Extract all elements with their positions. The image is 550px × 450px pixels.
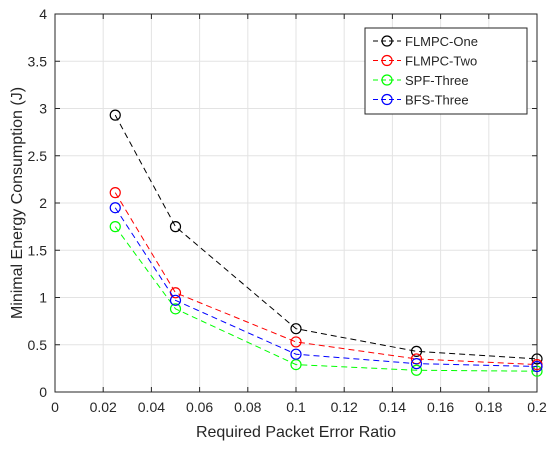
x-tick-label: 0.04 <box>138 399 165 415</box>
data-point <box>169 303 182 315</box>
series-group <box>109 109 543 377</box>
y-tick-label: 2.5 <box>28 148 48 164</box>
data-point <box>169 221 182 233</box>
x-axis-ticks: 0 0.02 0.04 0.06 0.08 0.1 0.12 0.14 0.16 0.18 0.2 <box>51 14 547 415</box>
x-tick-label: 0.06 <box>186 399 213 415</box>
series-bfs-three <box>109 202 543 373</box>
y-tick-label: 3.5 <box>28 53 48 69</box>
y-tick-label: 3 <box>39 101 47 117</box>
legend-label: FLMPC-Two <box>405 54 477 69</box>
data-point <box>169 294 182 306</box>
y-axis-ticks: 0 0.5 1 1.5 2 2.5 3 3.5 4 <box>28 6 537 400</box>
data-point <box>531 360 543 373</box>
legend-item: FLMPC-Two <box>373 54 477 69</box>
x-tick-label: 0.2 <box>527 399 547 415</box>
x-tick-label: 0.18 <box>475 399 502 415</box>
legend: FLMPC-One FLMPC-Two SPF-Three BFS-Three <box>364 27 528 115</box>
data-point <box>410 345 423 357</box>
data-point <box>109 221 121 233</box>
legend-marker <box>381 54 393 67</box>
legend-label: SPF-Three <box>405 73 469 88</box>
y-axis-label: Minimal Energy Consumption (J) <box>9 87 26 319</box>
x-tick-label: 0.14 <box>379 399 406 415</box>
data-point <box>109 202 121 214</box>
y-tick-label: 2 <box>39 195 47 211</box>
data-point <box>531 353 543 365</box>
legend-label: BFS-Three <box>405 93 469 108</box>
data-point <box>290 336 302 348</box>
series-line <box>114 226 538 372</box>
y-tick-label: 1.5 <box>28 242 48 258</box>
y-tick-label: 0.5 <box>28 337 48 353</box>
data-point <box>109 109 121 121</box>
series-line <box>114 207 538 367</box>
x-tick-label: 0.16 <box>427 399 454 415</box>
x-tick-label: 0 <box>51 399 59 415</box>
y-tick-label: 1 <box>39 290 47 306</box>
x-tick-label: 0.12 <box>331 399 358 415</box>
x-tick-label: 0.08 <box>234 399 261 415</box>
legend-item: FLMPC-One <box>373 34 478 49</box>
y-tick-label: 4 <box>39 6 47 22</box>
series-flmpc-one <box>109 109 543 365</box>
legend-item: SPF-Three <box>373 73 469 88</box>
legend-label: FLMPC-One <box>405 34 478 49</box>
data-point <box>410 358 423 370</box>
data-point <box>290 323 302 335</box>
x-tick-label: 0.02 <box>90 399 117 415</box>
x-axis-label: Required Packet Error Ratio <box>196 424 396 441</box>
series-flmpc-two <box>109 187 543 371</box>
data-point <box>410 364 423 376</box>
y-tick-label: 0 <box>39 384 47 400</box>
data-point <box>290 348 302 360</box>
legend-marker <box>381 93 393 106</box>
series-line <box>114 114 538 360</box>
legend-marker <box>381 35 393 47</box>
legend-item: BFS-Three <box>373 93 469 108</box>
legend-marker <box>381 74 393 86</box>
data-point <box>109 187 121 199</box>
x-tick-label: 0.1 <box>286 399 306 415</box>
